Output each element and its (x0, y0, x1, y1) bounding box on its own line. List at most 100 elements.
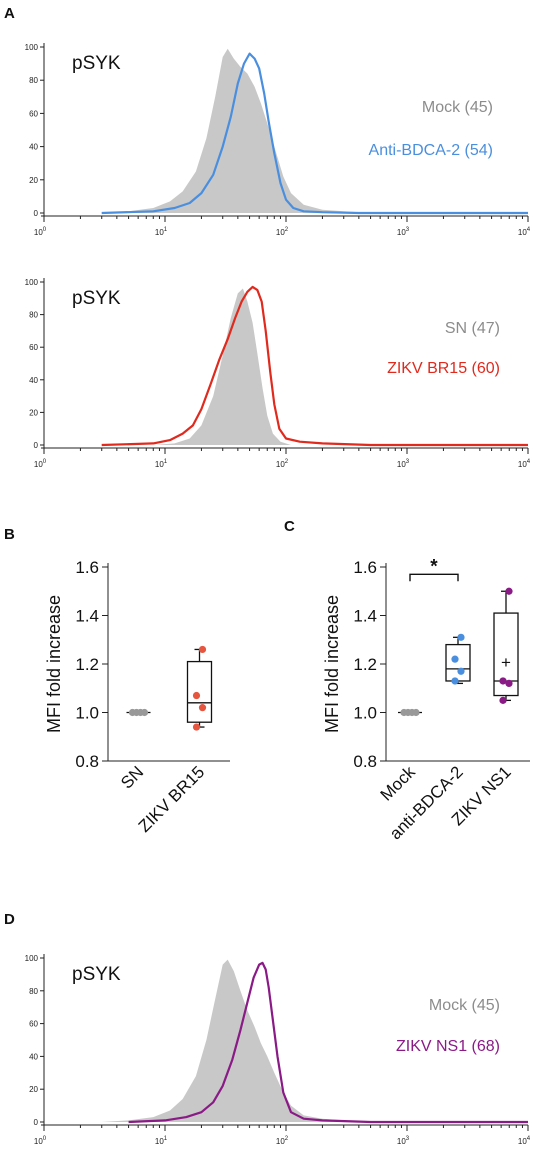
y-axis-label: MFI fold increase (44, 595, 64, 733)
x-tick-base: 10 (276, 1137, 285, 1146)
x-tick-base: 10 (518, 460, 527, 469)
y-tick-label: 20 (29, 408, 38, 417)
x-tick-exp: 2 (285, 227, 289, 233)
y-tick-label: 1.0 (353, 704, 377, 723)
legend-entry-1: ZIKV NS1 (68) (396, 1038, 500, 1055)
data-point (505, 679, 513, 688)
x-tick-label: 101 (155, 227, 168, 237)
y-tick-label: 40 (29, 143, 38, 152)
y-tick-label: 60 (29, 343, 38, 352)
x-tick-base: 10 (155, 460, 164, 469)
marker-label: pSYK (72, 288, 121, 309)
x-tick-label: 103 (397, 1136, 410, 1146)
y-tick-label: 20 (29, 1085, 38, 1094)
y-tick-label: 80 (29, 311, 38, 320)
marker-label: pSYK (72, 964, 121, 985)
data-point (499, 696, 507, 704)
series-line-1 (128, 961, 528, 1124)
x-tick-label: 104 (518, 459, 531, 469)
significance-bracket (409, 573, 459, 582)
y-tick-label: 1.4 (353, 607, 377, 626)
data-point (192, 723, 201, 731)
x-tick-exp: 4 (527, 459, 531, 465)
x-tick-label: 104 (518, 1136, 531, 1146)
x-tick-exp: 4 (527, 227, 531, 233)
box-iqr (186, 660, 213, 723)
legend-entry-0: Mock (45) (429, 997, 500, 1014)
data-point (505, 587, 513, 595)
x-tick-base: 10 (34, 228, 43, 237)
y-tick-label: 0.8 (353, 752, 377, 771)
x-tick-label: 102 (276, 227, 289, 237)
x-tick-exp: 2 (285, 1136, 289, 1142)
data-point (451, 655, 459, 663)
panel-letter-d: D (4, 911, 15, 928)
x-tick-exp: 1 (164, 459, 168, 465)
significance-label: * (430, 556, 438, 577)
data-point (412, 708, 420, 717)
panel-letter-a: A (4, 5, 15, 22)
x-tick-exp: 3 (406, 227, 410, 233)
data-point (198, 645, 207, 654)
y-tick-label: 40 (29, 1052, 38, 1061)
data-point (499, 677, 507, 685)
data-point (198, 704, 207, 712)
x-tick-exp: 2 (285, 459, 289, 465)
x-tick-label: 102 (276, 1136, 289, 1146)
y-tick-label: 100 (25, 954, 39, 963)
data-point (457, 633, 465, 641)
x-tick-base: 10 (155, 228, 164, 237)
y-axis-label: MFI fold increase (322, 595, 342, 733)
panel-letter-b: B (4, 526, 15, 543)
x-tick-label: 102 (276, 459, 289, 469)
y-tick-label: 0 (34, 209, 39, 218)
category-label: Mock (377, 762, 420, 805)
series-line-1 (101, 52, 528, 215)
y-tick-label: 40 (29, 376, 38, 385)
x-tick-label: 100 (34, 227, 47, 237)
x-tick-label: 101 (155, 459, 168, 469)
x-tick-base: 10 (397, 1137, 406, 1146)
y-tick-label: 0.8 (75, 752, 99, 771)
x-tick-exp: 1 (164, 227, 168, 233)
y-tick-label: 1.4 (75, 607, 99, 626)
x-tick-base: 10 (397, 460, 406, 469)
x-tick-base: 10 (518, 1137, 527, 1146)
data-point (140, 708, 149, 717)
y-tick-label: 20 (29, 176, 38, 185)
data-point (457, 667, 465, 675)
x-tick-label: 100 (34, 1136, 47, 1146)
y-tick-label: 60 (29, 1020, 38, 1029)
mean-marker: + (501, 653, 511, 672)
x-tick-base: 10 (34, 1137, 43, 1146)
y-tick-label: 0 (34, 441, 39, 450)
legend-entry-0: SN (47) (445, 320, 500, 337)
x-tick-base: 10 (155, 1137, 164, 1146)
y-tick-label: 1.6 (75, 558, 99, 577)
category-label: ZIKV BR15 (135, 762, 209, 836)
x-tick-exp: 1 (164, 1136, 168, 1142)
series-filled-0 (153, 288, 529, 445)
y-tick-label: 60 (29, 109, 38, 118)
x-tick-base: 10 (34, 460, 43, 469)
x-tick-exp: 0 (43, 1136, 47, 1142)
y-tick-label: 1.2 (353, 655, 377, 674)
x-tick-label: 103 (397, 459, 410, 469)
box-iqr (445, 643, 471, 682)
y-tick-label: 1.6 (353, 558, 377, 577)
x-tick-label: 104 (518, 227, 531, 237)
legend-entry-1: ZIKV BR15 (60) (387, 360, 500, 377)
series-filled-0 (101, 48, 528, 214)
y-tick-label: 0 (34, 1118, 39, 1127)
y-tick-label: 80 (29, 987, 38, 996)
panel-letter-c: C (284, 518, 295, 535)
y-tick-label: 1.2 (75, 655, 99, 674)
x-tick-base: 10 (518, 228, 527, 237)
box-iqr (493, 612, 519, 697)
y-tick-label: 100 (25, 43, 39, 52)
